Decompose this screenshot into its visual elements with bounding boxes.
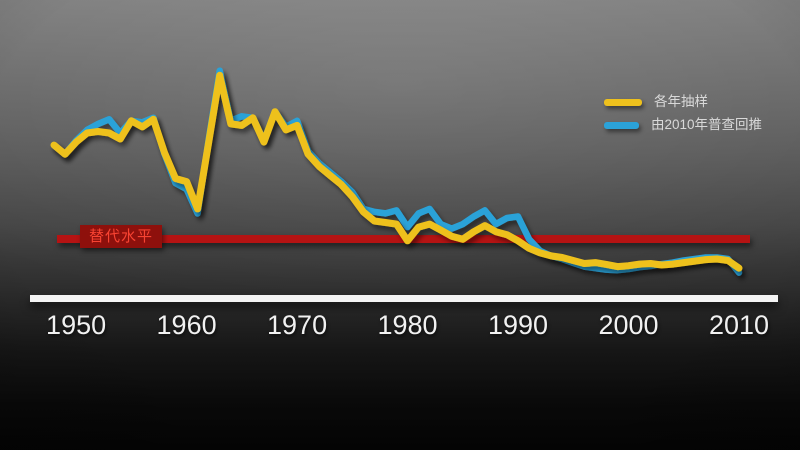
x-axis-line (30, 295, 778, 302)
x-tick-label: 1990 (487, 310, 549, 340)
legend-swatch-census-icon (604, 121, 639, 129)
x-tick-label: 1950 (46, 310, 107, 340)
annual-sample-line (50, 71, 743, 272)
x-tick-label: 2000 (598, 310, 659, 340)
legend-label-census: 由2010年普查回推 (651, 117, 763, 132)
x-tick-label: 2010 (708, 310, 770, 340)
legend-swatch-sample-icon (604, 98, 642, 106)
legend-item-sample: 各年抽样 (604, 94, 762, 110)
legend-label-sample: 各年抽样 (654, 94, 708, 109)
x-tick-label: 1970 (267, 310, 328, 340)
legend-item-census: 由2010年普查回推 (604, 117, 762, 133)
x-tick-label: 1980 (377, 310, 438, 340)
legend: 各年抽样 由2010年普查回推 (604, 94, 762, 133)
replacement-level-label: 替代水平 (80, 225, 163, 248)
x-tick-label: 1960 (156, 310, 217, 340)
